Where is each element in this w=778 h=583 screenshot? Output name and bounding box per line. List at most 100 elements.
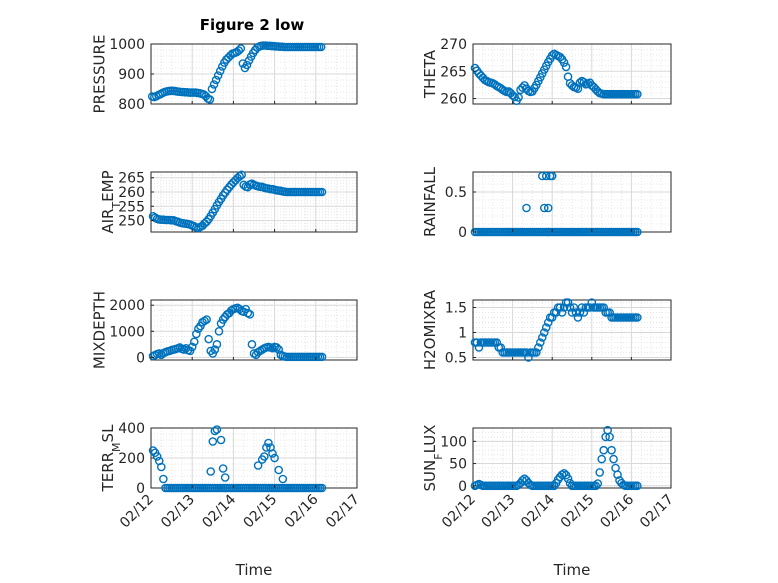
x-tick-label: 02/12 [439, 492, 479, 532]
data-point [268, 449, 277, 458]
data-point [152, 452, 162, 461]
axes-frame [472, 43, 672, 105]
data-point [633, 227, 642, 237]
data-point [567, 308, 577, 317]
data-point [599, 445, 608, 455]
x-tick-label: 02/14 [518, 491, 558, 531]
x-tick-label: 02/16 [282, 491, 322, 531]
data-point [579, 77, 589, 87]
data-point [224, 182, 234, 192]
x-axis-label: Time [553, 561, 591, 579]
data-point [555, 303, 565, 312]
data-point [522, 203, 531, 213]
data-point [236, 44, 246, 53]
data-point [557, 470, 567, 479]
data-point [547, 51, 557, 60]
data-point [547, 171, 557, 181]
data-point [633, 89, 642, 99]
x-tick-label: 02/13 [479, 492, 519, 532]
data-point [563, 474, 573, 483]
data-point [245, 310, 255, 319]
data-point [220, 473, 230, 482]
data-point [209, 80, 219, 89]
subplot-h2omixra: 0.5 1 1.5 H2OMIXRA [421, 289, 672, 370]
y-tick-label: 0 [136, 350, 145, 366]
data-point [189, 337, 199, 347]
x-tick-label: 02/16 [597, 491, 637, 531]
data-point [577, 303, 587, 312]
data-point [187, 342, 197, 352]
y-tick-label: 270 [440, 37, 467, 53]
data-point [253, 461, 263, 470]
data-point [317, 187, 327, 197]
data-point [522, 348, 531, 357]
y-tick-label: 800 [118, 97, 145, 113]
data-point [543, 203, 553, 213]
data-point [234, 46, 244, 55]
data-point [633, 481, 642, 491]
y-axis-label: PRESSURE [91, 35, 109, 114]
y-tick-label: 250 [118, 214, 145, 230]
data-point [208, 437, 218, 446]
y-tick-label: 1.5 [445, 301, 467, 317]
data-point [215, 66, 225, 76]
data-point [541, 171, 551, 181]
y-axis-label: H2OMIXRA [421, 289, 439, 370]
data-point [210, 426, 220, 436]
data-point [633, 313, 642, 322]
data-point [597, 454, 607, 464]
y-axis-label: THETA [421, 49, 439, 99]
data-point [557, 308, 567, 317]
data-point [237, 170, 246, 180]
data-point [274, 345, 284, 354]
data-point [222, 185, 232, 195]
data-point [216, 435, 226, 445]
data-point [585, 303, 595, 312]
data-point [264, 438, 273, 448]
x-tick-label: 02/15 [241, 492, 281, 532]
data-point [235, 171, 244, 181]
data-point [555, 52, 565, 62]
y-tick-label: 260 [440, 92, 467, 108]
data-point [575, 78, 585, 88]
data-point [613, 470, 622, 479]
y-tick-label: 265 [118, 171, 145, 187]
data-point [220, 483, 230, 493]
data-point [593, 479, 603, 488]
data-point [559, 469, 569, 478]
x-axis-label: Time [235, 561, 273, 579]
y-tick-label: 260 [118, 185, 145, 201]
data-point [194, 324, 203, 333]
data-point [575, 308, 585, 317]
data-point [541, 323, 551, 332]
data-point [607, 445, 616, 455]
x-tick-label: 02/12 [117, 492, 157, 532]
y-tick-label: 100 [440, 434, 467, 450]
y-tick-label: 0 [458, 225, 467, 241]
y-axis-label: AIRTEMP [99, 170, 123, 233]
data-point [247, 340, 257, 349]
subplot-terr_msl: 0 200 400 02/12 02/13 02/14 02/15 02/16 02/17 Tim… [99, 421, 363, 579]
data-point [211, 75, 221, 85]
data-point [536, 338, 545, 347]
data-point [207, 84, 217, 94]
data-point [212, 340, 222, 349]
data-point [317, 352, 327, 362]
data-point [272, 343, 281, 352]
y-axis-label: SUNFLUX [421, 425, 445, 492]
data-point [192, 329, 201, 339]
y-tick-label: 1 [458, 326, 467, 342]
data-point [532, 348, 541, 357]
data-point [534, 343, 543, 352]
data-point [213, 71, 223, 80]
x-tick-label: 02/13 [158, 492, 198, 532]
y-tick-label: 0 [136, 481, 145, 497]
y-tick-label: 1000 [109, 324, 145, 340]
y-tick-label: 0.5 [445, 185, 467, 201]
data-point [538, 333, 547, 342]
data-point [274, 465, 284, 475]
x-tick-label: 02/17 [323, 492, 363, 532]
